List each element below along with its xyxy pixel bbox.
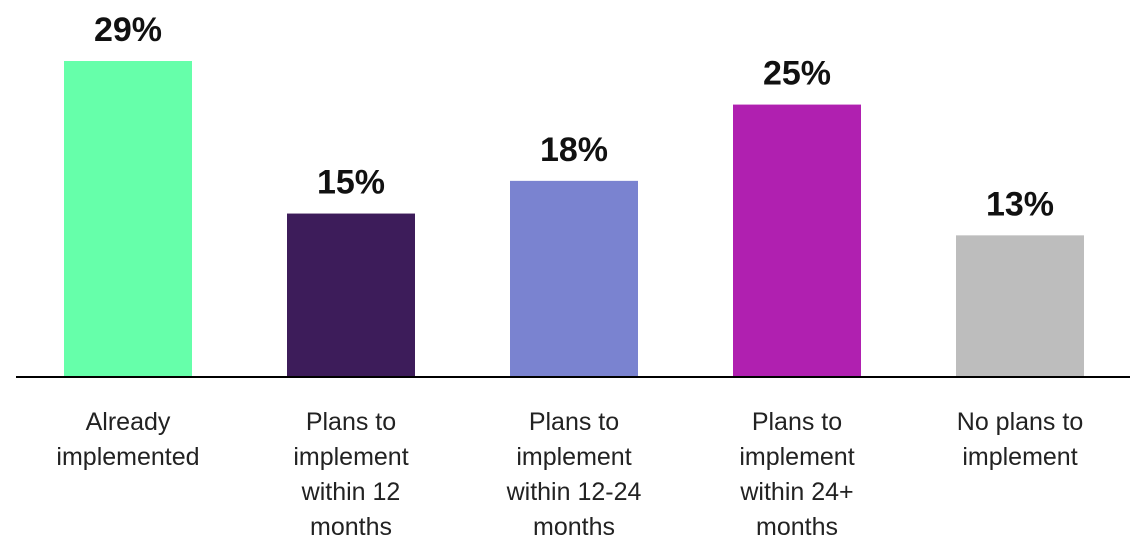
category-labels-group: Already implemented Plans to implement withi… — [56, 408, 1083, 541]
category-label-line: implement — [739, 443, 854, 471]
bar-1 — [64, 61, 192, 377]
category-label-line: months — [310, 513, 392, 541]
category-label-line: within 24+ — [739, 478, 853, 506]
category-label-line: implement — [962, 443, 1077, 471]
category-label-5: No plans to implement — [957, 408, 1083, 471]
bar-5 — [956, 235, 1084, 377]
category-label-line: Plans to — [306, 408, 396, 436]
category-label-2: Plans to implement within 12 months — [293, 408, 408, 541]
bar-2 — [287, 213, 415, 377]
bar-value-label-2: 15% — [317, 164, 385, 202]
category-label-line: No plans to — [957, 408, 1083, 436]
category-label-3: Plans to implement within 12-24 months — [506, 408, 642, 541]
bar-value-label-1: 29% — [94, 11, 162, 49]
category-label-line: implemented — [56, 443, 199, 471]
category-label-line: Plans to — [529, 408, 619, 436]
bar-3 — [510, 180, 638, 377]
bar-value-label-4: 25% — [763, 55, 831, 93]
bar-value-label-3: 18% — [540, 131, 608, 169]
category-label-line: implement — [293, 443, 408, 471]
category-label-line: Plans to — [752, 408, 842, 436]
category-label-line: within 12 — [301, 478, 401, 506]
category-label-line: months — [533, 513, 615, 541]
category-label-line: implement — [516, 443, 631, 471]
category-label-line: within 12-24 — [506, 478, 642, 506]
bar-value-label-5: 13% — [986, 185, 1054, 223]
category-label-1: Already implemented — [56, 408, 199, 471]
category-label-4: Plans to implement within 24+ months — [739, 408, 854, 541]
category-label-line: Already — [86, 408, 171, 436]
bars-group — [64, 61, 1084, 377]
value-labels-group: 29% 15% 18% 25% 13% — [94, 11, 1054, 223]
bar-4 — [733, 104, 861, 377]
category-label-line: months — [756, 513, 838, 541]
